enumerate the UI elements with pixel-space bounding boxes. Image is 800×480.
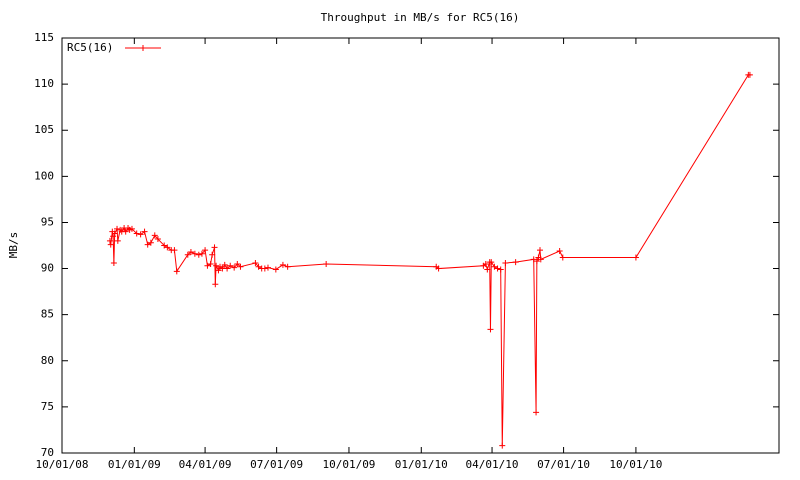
point-marker xyxy=(491,263,498,270)
chart-title: Throughput in MB/s for RC5(16) xyxy=(321,11,520,24)
point-marker xyxy=(533,258,540,265)
point-marker xyxy=(323,260,330,267)
point-marker xyxy=(556,248,563,255)
point-marker xyxy=(559,254,566,261)
point-marker xyxy=(128,225,135,232)
plot-frame xyxy=(61,37,780,454)
point-marker xyxy=(213,262,220,269)
x-tick-label: 01/01/10 xyxy=(395,458,448,471)
x-tick-label: 04/01/09 xyxy=(179,458,232,471)
point-marker xyxy=(261,265,268,272)
point-marker xyxy=(234,260,241,267)
point-marker xyxy=(198,250,205,257)
point-marker xyxy=(110,260,117,267)
x-tick-label: 10/01/10 xyxy=(609,458,662,471)
point-marker xyxy=(195,251,202,258)
x-tick-label: 10/01/08 xyxy=(36,458,89,471)
y-tick-label: 110 xyxy=(34,77,54,90)
point-marker xyxy=(187,248,194,255)
point-marker xyxy=(502,260,509,267)
legend-label: RC5(16) xyxy=(67,41,113,54)
point-marker xyxy=(147,239,154,246)
point-marker xyxy=(264,264,271,271)
point-marker xyxy=(221,261,228,268)
point-marker xyxy=(746,71,753,78)
point-marker xyxy=(530,256,537,263)
x-tick-label: 07/01/09 xyxy=(250,458,303,471)
point-marker xyxy=(255,263,262,270)
legend-swatch xyxy=(125,45,161,51)
point-marker xyxy=(487,326,494,333)
point-marker xyxy=(231,264,238,271)
point-marker xyxy=(237,263,244,270)
y-tick-label: 115 xyxy=(34,31,54,44)
point-marker xyxy=(497,266,504,273)
point-marker xyxy=(122,228,129,235)
point-marker xyxy=(488,259,495,266)
point-marker xyxy=(252,260,259,267)
y-axis-label: MB/s xyxy=(7,232,20,259)
point-marker xyxy=(171,247,178,254)
point-marker xyxy=(482,260,489,267)
y-tick-label: 70 xyxy=(41,446,54,459)
x-tick-label: 04/01/10 xyxy=(466,458,519,471)
point-marker xyxy=(494,265,501,272)
point-marker xyxy=(207,260,214,267)
point-marker xyxy=(215,267,222,274)
x-tick-label: 07/01/10 xyxy=(537,458,590,471)
point-marker xyxy=(284,263,291,270)
point-marker xyxy=(227,262,234,269)
point-marker xyxy=(173,268,180,275)
point-marker xyxy=(137,231,144,238)
point-marker xyxy=(533,409,540,416)
point-marker xyxy=(204,262,211,269)
point-marker xyxy=(114,237,121,244)
y-tick-label: 85 xyxy=(41,308,54,321)
point-marker xyxy=(512,259,519,266)
x-tick-label: 10/01/09 xyxy=(322,458,375,471)
point-marker xyxy=(632,254,639,261)
point-marker xyxy=(106,237,113,244)
x-tick-label: 01/01/09 xyxy=(108,458,161,471)
y-tick-label: 100 xyxy=(34,169,54,182)
point-marker xyxy=(133,230,140,237)
y-tick-label: 80 xyxy=(41,354,54,367)
y-tick-label: 75 xyxy=(41,400,54,413)
point-marker xyxy=(144,241,151,248)
point-marker xyxy=(191,250,198,257)
point-marker xyxy=(537,247,543,254)
point-marker xyxy=(224,265,231,272)
point-marker xyxy=(279,261,286,268)
point-marker xyxy=(151,232,158,239)
point-marker xyxy=(537,256,544,263)
point-marker xyxy=(499,442,506,449)
point-marker xyxy=(161,242,168,249)
point-marker xyxy=(111,230,118,237)
point-marker xyxy=(272,266,279,273)
point-marker xyxy=(435,265,442,272)
point-marker xyxy=(141,228,148,235)
point-marker xyxy=(164,244,171,251)
point-marker xyxy=(484,266,491,273)
point-marker xyxy=(154,236,161,243)
point-marker xyxy=(211,244,218,251)
y-tick-label: 105 xyxy=(34,123,54,136)
point-marker xyxy=(184,251,191,258)
point-marker xyxy=(209,251,216,258)
series-line xyxy=(109,74,750,446)
point-marker xyxy=(212,281,219,288)
y-tick-label: 90 xyxy=(41,262,54,275)
point-marker xyxy=(114,225,121,232)
y-tick-label: 95 xyxy=(41,215,54,228)
point-marker xyxy=(107,241,114,248)
point-marker xyxy=(202,247,209,254)
